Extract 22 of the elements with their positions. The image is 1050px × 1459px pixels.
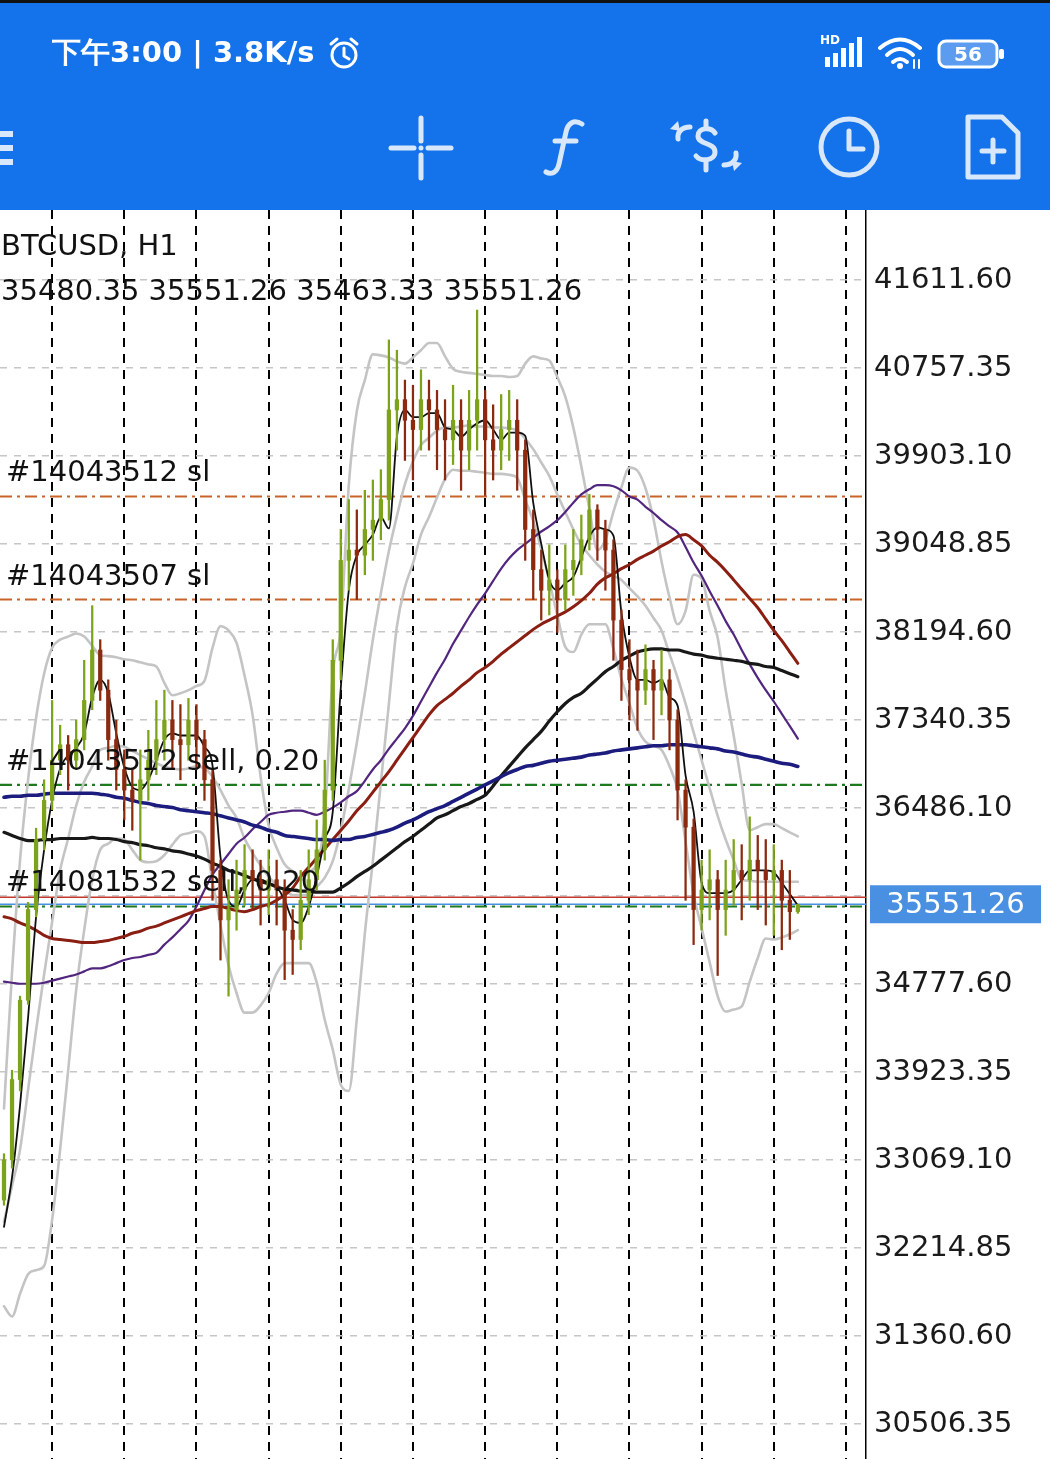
y-tick-label: 36486.10 — [874, 788, 1013, 823]
text: HD — [820, 33, 841, 47]
y-tick-label: 32214.85 — [874, 1228, 1013, 1263]
text: 35480.35 35551.26 35463.33 35551.26 — [1, 272, 583, 307]
y-tick-label: 40757.35 — [874, 348, 1013, 383]
line-series — [2, 742, 800, 843]
y-tick-label: 39903.10 — [874, 436, 1013, 471]
ref-line-label: #14043512 sl — [6, 454, 211, 489]
y-tick-label: 38194.60 — [874, 612, 1013, 647]
y-tick-label: 37340.35 — [874, 700, 1013, 735]
text: BTCUSD, H1 — [1, 227, 178, 262]
y-tick-label: 34777.60 — [874, 964, 1013, 999]
y-tick-label: 39048.85 — [874, 524, 1013, 559]
y-tick-label: 41611.60 — [874, 260, 1013, 295]
y-tick-label: 30506.35 — [874, 1404, 1013, 1439]
text: 下午3:00 | 3.8K/s — [52, 34, 315, 71]
y-tick-label: 33923.35 — [874, 1052, 1013, 1087]
ref-line-label: 35551.26 — [886, 885, 1025, 920]
ref-line-label: #14043507 sl — [6, 557, 211, 592]
y-tick-label: 31360.60 — [874, 1316, 1013, 1351]
y-tick-label: 33069.10 — [874, 1140, 1013, 1175]
line-series — [2, 484, 799, 985]
